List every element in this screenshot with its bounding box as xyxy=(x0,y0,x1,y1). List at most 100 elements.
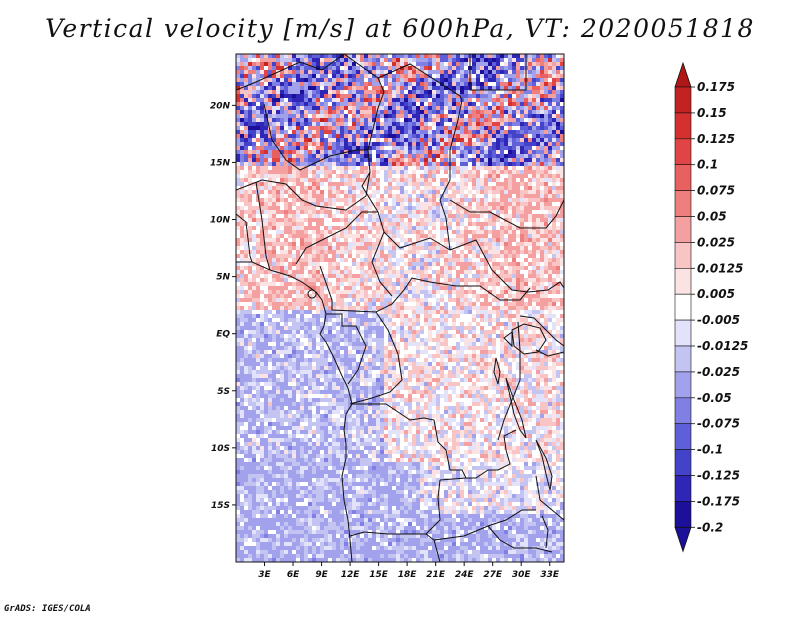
field-cell xyxy=(304,234,309,239)
field-cell xyxy=(504,222,509,227)
field-cell xyxy=(440,86,445,91)
field-cell xyxy=(532,250,537,255)
field-cell xyxy=(316,146,321,151)
field-cell xyxy=(388,190,393,195)
field-cell xyxy=(460,202,465,207)
field-cell xyxy=(420,194,425,199)
field-cell xyxy=(280,118,285,123)
field-cell xyxy=(560,178,564,183)
field-cell xyxy=(296,142,301,147)
field-cell xyxy=(464,246,469,251)
field-cell xyxy=(412,86,417,91)
field-cell xyxy=(504,66,509,71)
field-cell xyxy=(260,62,265,67)
field-cell xyxy=(448,214,453,219)
field-cell xyxy=(456,98,461,103)
field-cell xyxy=(268,278,273,283)
field-cell xyxy=(284,226,289,231)
field-cell xyxy=(412,178,417,183)
field-cell xyxy=(556,214,561,219)
field-cell xyxy=(328,170,333,175)
field-cell xyxy=(304,130,309,135)
field-cell xyxy=(512,286,517,291)
field-cell xyxy=(380,250,385,255)
field-cell xyxy=(364,66,369,71)
field-cell xyxy=(268,86,273,91)
field-cell xyxy=(344,190,349,195)
field-cell xyxy=(420,134,425,139)
field-cell xyxy=(436,198,441,203)
field-cell xyxy=(328,146,333,151)
field-cell xyxy=(500,82,505,87)
field-cell xyxy=(504,266,509,271)
field-cell xyxy=(268,170,273,175)
field-cell xyxy=(348,282,353,287)
field-cell xyxy=(472,278,477,283)
field-cell xyxy=(304,262,309,267)
field-cell xyxy=(524,102,529,107)
field-cell xyxy=(492,258,497,263)
field-cell xyxy=(388,58,393,63)
field-cell xyxy=(444,262,449,267)
field-cell xyxy=(288,266,293,271)
field-cell xyxy=(284,90,289,95)
field-cell xyxy=(332,86,337,91)
field-cell xyxy=(296,182,301,187)
field-cell xyxy=(368,110,373,115)
field-cell xyxy=(504,210,509,215)
field-cell xyxy=(512,142,517,147)
field-cell xyxy=(456,74,461,79)
field-cell xyxy=(372,62,377,67)
field-cell xyxy=(360,158,365,163)
field-cell xyxy=(424,270,429,275)
field-cell xyxy=(532,162,537,167)
field-cell xyxy=(476,70,481,75)
field-cell xyxy=(304,250,309,255)
field-cell xyxy=(240,206,245,211)
field-cell xyxy=(316,274,321,279)
field-cell xyxy=(268,270,273,275)
field-cell xyxy=(416,218,421,223)
field-cell xyxy=(368,234,373,239)
field-cell xyxy=(412,294,417,299)
field-cell xyxy=(344,106,349,111)
field-cell xyxy=(300,238,305,243)
field-cell xyxy=(436,278,441,283)
field-cell xyxy=(456,258,461,263)
field-cell xyxy=(332,82,337,87)
field-cell xyxy=(456,94,461,99)
field-cell xyxy=(408,106,413,111)
field-cell xyxy=(480,226,485,231)
field-cell xyxy=(312,218,317,223)
field-cell xyxy=(276,238,281,243)
field-cell xyxy=(324,70,329,75)
field-cell xyxy=(248,58,253,63)
field-cell xyxy=(496,230,501,235)
field-cell xyxy=(512,242,517,247)
field-cell xyxy=(360,202,365,207)
field-cell xyxy=(328,174,333,179)
field-cell xyxy=(464,214,469,219)
field-cell xyxy=(272,178,277,183)
field-cell xyxy=(280,222,285,227)
field-cell xyxy=(424,278,429,283)
field-cell xyxy=(292,122,297,127)
field-cell xyxy=(412,246,417,251)
field-cell xyxy=(312,94,317,99)
field-cell xyxy=(420,62,425,67)
field-cell xyxy=(288,250,293,255)
field-cell xyxy=(424,226,429,231)
field-cell xyxy=(484,278,489,283)
field-cell xyxy=(488,134,493,139)
field-cell xyxy=(472,246,477,251)
field-cell xyxy=(268,254,273,259)
field-cell xyxy=(428,142,433,147)
field-cell xyxy=(312,222,317,227)
field-cell xyxy=(396,162,401,167)
field-cell xyxy=(560,58,564,63)
field-cell xyxy=(448,190,453,195)
field-cell xyxy=(252,154,257,159)
field-cell xyxy=(332,162,337,167)
field-cell xyxy=(444,242,449,247)
field-cell xyxy=(376,230,381,235)
